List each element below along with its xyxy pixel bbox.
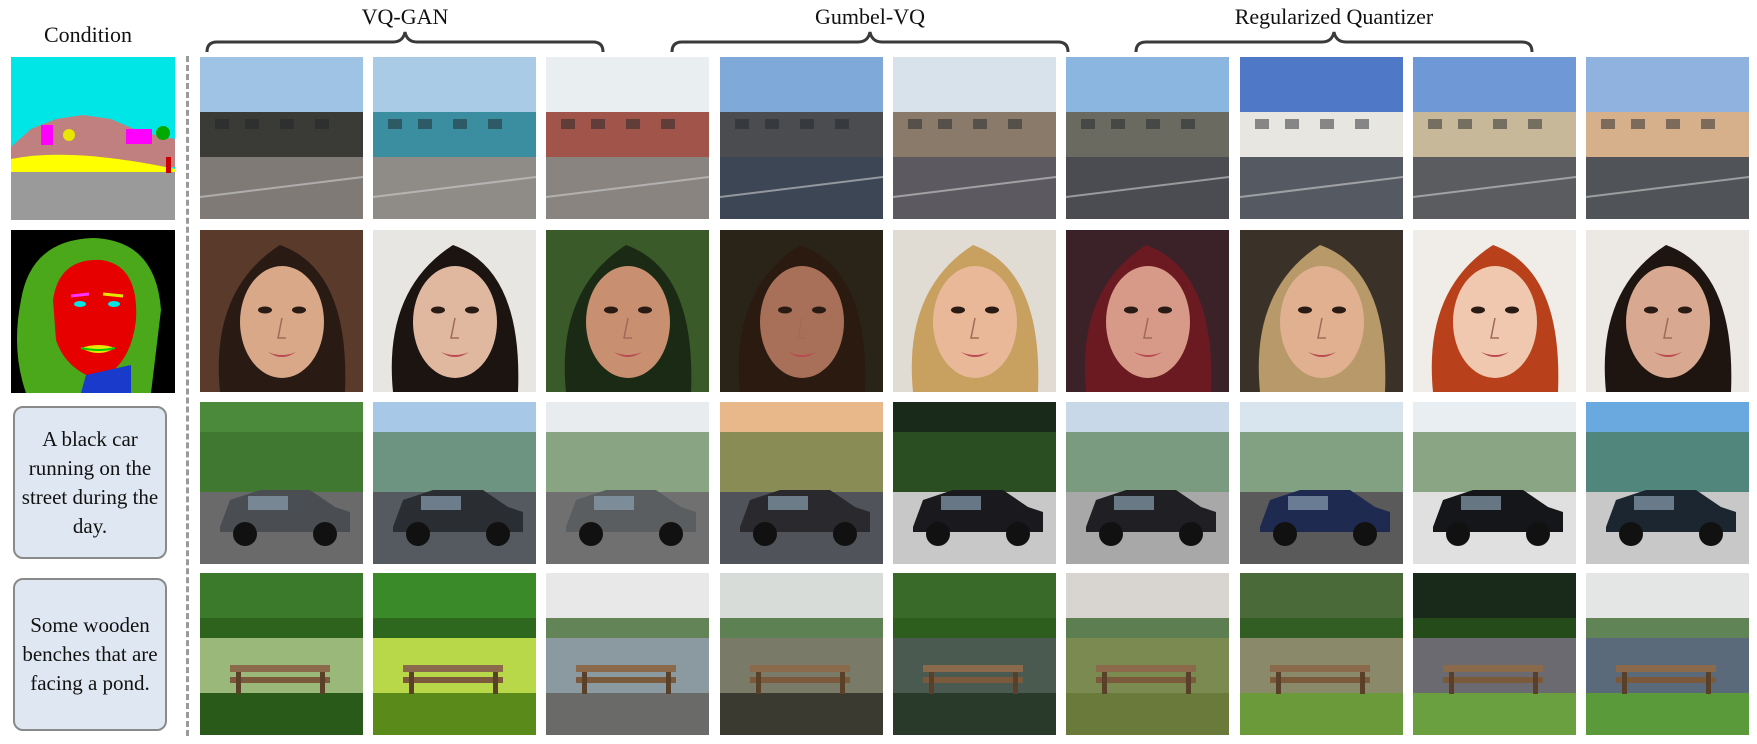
generated-image-gumbel-vq-car-2 [893,402,1056,564]
generated-image-gumbel-vq-car-3 [1066,402,1229,564]
generated-image-gumbel-vq-face-2 [893,230,1056,392]
generated-image-vqgan-face-2 [373,230,536,392]
condition-column-title: Condition [43,22,132,47]
generated-image-vqgan-car-3 [546,402,709,564]
generated-image-gumbel-vq-bench-2 [893,573,1056,735]
generated-image-regularized-quantizer-street-1 [1240,57,1403,219]
generated-image-vqgan-street-2 [373,57,536,219]
generated-image-regularized-quantizer-bench-3 [1586,573,1749,735]
generated-image-regularized-quantizer-car-3 [1586,402,1749,564]
generated-image-gumbel-vq-street-1 [720,57,883,219]
brace-vqgan [205,31,605,53]
generated-image-regularized-quantizer-street-2 [1413,57,1576,219]
generated-image-regularized-quantizer-face-1 [1240,230,1403,392]
generated-image-regularized-quantizer-face-3 [1586,230,1749,392]
generated-image-gumbel-vq-street-2 [893,57,1056,219]
condition-face-parsing-map [11,230,175,393]
generated-image-vqgan-face-1 [200,230,363,392]
group-label-gumbel-vq: Gumbel-VQ [815,4,925,29]
generated-image-regularized-quantizer-face-2 [1413,230,1576,392]
generated-image-gumbel-vq-street-3 [1066,57,1229,219]
brace-gumbel-vq [670,31,1070,53]
generated-image-gumbel-vq-face-1 [720,230,883,392]
generated-image-vqgan-bench-2 [373,573,536,735]
generated-image-vqgan-car-2 [373,402,536,564]
generated-image-regularized-quantizer-car-2 [1413,402,1576,564]
condition-semantic-map [11,57,175,220]
brace-regularized-quantizer [1134,31,1534,53]
generated-image-vqgan-street-3 [546,57,709,219]
generated-image-vqgan-car-1 [200,402,363,564]
group-label-regularized-quantizer: Regularized Quantizer [1234,4,1434,29]
generated-image-regularized-quantizer-bench-1 [1240,573,1403,735]
generated-image-vqgan-bench-3 [546,573,709,735]
generated-image-regularized-quantizer-bench-2 [1413,573,1576,735]
generated-image-gumbel-vq-car-1 [720,402,883,564]
group-label-vqgan: VQ-GAN [361,4,449,29]
generated-image-gumbel-vq-bench-1 [720,573,883,735]
condition-text-benches: Some wooden benches that are facing a po… [13,578,167,731]
generated-image-gumbel-vq-face-3 [1066,230,1229,392]
condition-text-car: A black car running on the street during… [13,406,167,559]
generated-image-gumbel-vq-bench-3 [1066,573,1229,735]
condition-divider [186,56,189,736]
generated-image-regularized-quantizer-street-3 [1586,57,1749,219]
generated-image-vqgan-street-1 [200,57,363,219]
generated-image-vqgan-face-3 [546,230,709,392]
generated-image-vqgan-bench-1 [200,573,363,735]
generated-image-regularized-quantizer-car-1 [1240,402,1403,564]
